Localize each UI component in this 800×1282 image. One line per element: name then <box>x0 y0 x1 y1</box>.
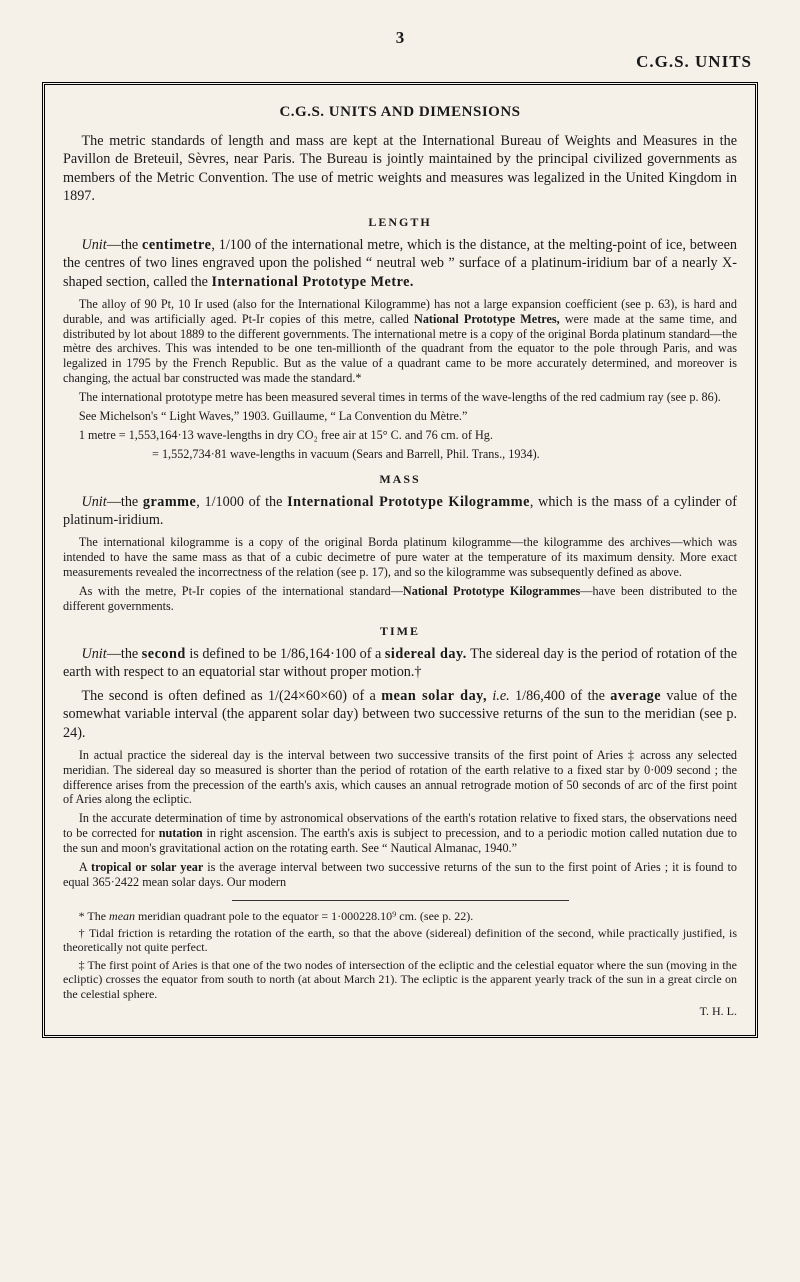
text: meridian quadrant pole to the equator = … <box>135 909 473 923</box>
intro-paragraph: The metric standards of length and mass … <box>63 132 737 205</box>
int-proto-metre-bold: International Prototype Metre. <box>212 274 414 290</box>
text: A <box>79 860 91 874</box>
text: * The <box>79 909 109 923</box>
nutation-bold: nutation <box>159 826 203 840</box>
tropical-year-bold: tropical or solar year <box>91 860 203 874</box>
footnote-rule <box>232 900 569 901</box>
time-small-3: A tropical or solar year is the average … <box>63 860 737 890</box>
footnote-2: † Tidal friction is retarding the rotati… <box>63 926 737 955</box>
centimetre-bold: centimetre <box>142 237 211 253</box>
second-bold: second <box>142 646 186 662</box>
length-unit-paragraph: Unit—the centimetre, 1/100 of the intern… <box>63 236 737 291</box>
text: , 1/1000 of the <box>196 494 287 510</box>
footnote-3: ‡ The first point of Aries is that one o… <box>63 958 737 1001</box>
length-small-4: 1 metre = 1,553,164·13 wave-lengths in d… <box>63 428 737 443</box>
header-label: C.G.S. UNITS <box>42 52 758 72</box>
gramme-bold: gramme <box>143 494 196 510</box>
sidereal-day-bold: sidereal day. <box>385 646 467 662</box>
time-unit-paragraph: Unit—the second is defined to be 1/86,16… <box>63 645 737 681</box>
unit-italic: Unit <box>81 646 106 662</box>
length-small-5: = 1,552,734·81 wave-lengths in vacuum (S… <box>63 447 737 462</box>
footnote-1: * The mean meridian quadrant pole to the… <box>63 909 737 923</box>
text: The second is often defined as 1/(24×60×… <box>81 688 381 704</box>
time-small-2: In the accurate determination of time by… <box>63 811 737 856</box>
page-number: 3 <box>42 28 758 48</box>
ie-italic: i.e. <box>487 688 510 704</box>
text: —the <box>107 494 143 510</box>
average-bold: average <box>610 688 661 704</box>
footnote-signature: T. H. L. <box>63 1004 737 1019</box>
length-heading: LENGTH <box>63 215 737 230</box>
main-title: C.G.S. UNITS AND DIMENSIONS <box>63 103 737 122</box>
text: As with the metre, Pt-Ir copies of the i… <box>79 584 403 598</box>
time-mean-solar-paragraph: The second is often defined as 1/(24×60×… <box>63 687 737 742</box>
text: 1/86,400 of the <box>510 688 611 704</box>
unit-italic: Unit <box>81 494 106 510</box>
int-proto-kg-bold: International Prototype Kilogramme <box>287 494 530 510</box>
unit-italic: Unit <box>81 237 106 253</box>
mass-heading: MASS <box>63 472 737 487</box>
mean-solar-day-bold: mean solar day, <box>381 688 487 704</box>
mass-unit-paragraph: Unit—the gramme, 1/1000 of the Internati… <box>63 493 737 529</box>
mass-small-1: The international kilogramme is a copy o… <box>63 535 737 580</box>
nat-proto-kg-bold: National Prototype Kilogrammes <box>403 584 580 598</box>
time-heading: TIME <box>63 624 737 639</box>
length-small-1: The alloy of 90 Pt, 10 Ir used (also for… <box>63 297 737 386</box>
time-small-1: In actual practice the sidereal day is t… <box>63 748 737 808</box>
text: is defined to be 1/86,164·100 of a <box>186 646 385 662</box>
content-frame: C.G.S. UNITS AND DIMENSIONS The metric s… <box>42 82 758 1038</box>
nat-proto-metres-bold: National Prototype Metres, <box>414 312 560 326</box>
length-small-2: The international prototype metre has be… <box>63 390 737 405</box>
text: —the <box>107 237 142 253</box>
text: —the <box>107 646 142 662</box>
length-small-3: See Michelson's “ Light Waves,” 1903. Gu… <box>63 409 737 424</box>
mass-small-2: As with the metre, Pt-Ir copies of the i… <box>63 584 737 614</box>
mean-italic: mean <box>109 909 135 923</box>
